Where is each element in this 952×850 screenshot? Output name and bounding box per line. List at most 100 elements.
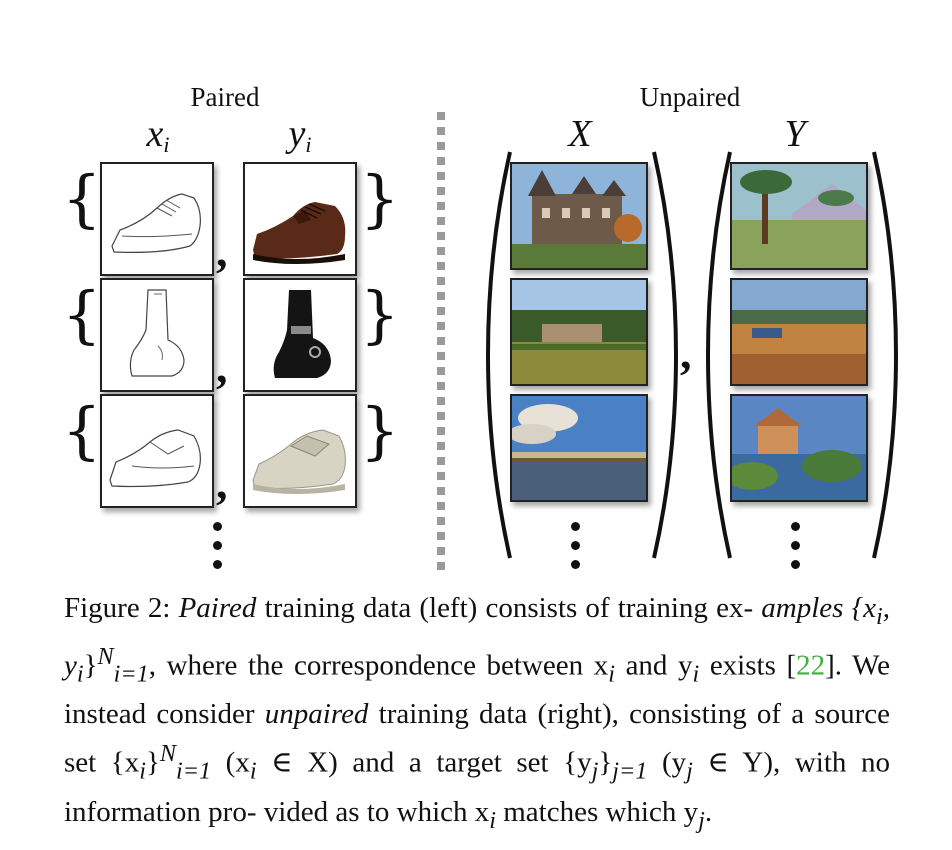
caption-math: i xyxy=(76,660,84,688)
caption-math: } xyxy=(145,746,160,779)
left-paren-y xyxy=(706,151,732,559)
separator-dash xyxy=(437,112,445,120)
ellipsis-dot xyxy=(571,522,580,531)
right-paren-x xyxy=(652,151,678,559)
unpaired-y-label: Y xyxy=(784,113,806,155)
paired-title: Paired xyxy=(190,82,260,112)
caption-math: ∈ X) xyxy=(256,746,338,779)
caption-math: i=1 xyxy=(113,660,149,688)
separator-dash xyxy=(437,292,445,300)
caption-math: , y xyxy=(64,592,891,682)
left-brace: { xyxy=(62,278,102,351)
caption-text: , where the correspondence between x xyxy=(148,649,609,682)
separator-dash xyxy=(437,352,445,360)
caption-math: i xyxy=(692,660,700,688)
unpaired-x-label: X xyxy=(568,113,592,155)
separator-dash xyxy=(437,142,445,150)
shoe-sketch-2 xyxy=(100,394,214,508)
right-brace: } xyxy=(360,278,400,351)
caption-math: i xyxy=(876,602,883,630)
separator-dash xyxy=(437,397,445,405)
ellipsis-dot xyxy=(791,522,800,531)
caption-emphasis: Paired xyxy=(178,592,257,624)
caption-text: training data (left) consists of trainin… xyxy=(256,592,754,624)
river-photo xyxy=(510,394,648,502)
caption-math: j xyxy=(591,757,599,785)
separator-dash xyxy=(437,427,445,435)
separator-dash xyxy=(437,457,445,465)
shoe-photo-1 xyxy=(243,162,357,276)
separator-dash xyxy=(437,517,445,525)
shoe-photo-2 xyxy=(243,394,357,508)
caption-text: . xyxy=(704,795,713,828)
caption-math: amples {x xyxy=(761,592,877,624)
separator-dash xyxy=(437,202,445,210)
caption-math: i xyxy=(489,806,496,834)
caption-text: Figure 2: xyxy=(64,592,179,624)
ellipsis-dot xyxy=(791,560,800,569)
comma: , xyxy=(216,225,228,276)
left-paren-x xyxy=(486,151,512,559)
cezanne-painting-2 xyxy=(730,278,868,386)
ellipsis-dot xyxy=(213,541,222,550)
separator-dash xyxy=(437,562,445,570)
caption-math: (x xyxy=(211,746,250,779)
caption-text: matches which y xyxy=(495,795,699,828)
caption-math: i xyxy=(608,660,615,688)
separator-dash xyxy=(437,307,445,315)
separator-dash xyxy=(437,382,445,390)
caption-math: } xyxy=(598,746,613,779)
comma: , xyxy=(680,327,692,378)
separator-dash xyxy=(437,262,445,270)
caption-math: i xyxy=(249,757,257,785)
separator-dash xyxy=(437,127,445,135)
caption-math: i=1 xyxy=(176,757,212,785)
ellipsis-dot xyxy=(571,541,580,550)
separator-dash xyxy=(437,322,445,330)
separator-dash xyxy=(437,472,445,480)
ellipsis-dot xyxy=(571,560,580,569)
caption-math: i xyxy=(139,757,146,785)
left-brace: { xyxy=(62,394,102,467)
caption-math: } xyxy=(83,649,98,682)
separator-dash xyxy=(437,337,445,345)
separator-dash xyxy=(437,172,445,180)
caption-text: and y xyxy=(625,649,693,682)
separator-dash xyxy=(437,547,445,555)
right-brace: } xyxy=(360,394,400,467)
ellipsis-dot xyxy=(213,560,222,569)
caption-text: and a target set {y xyxy=(352,746,592,779)
castle-photo xyxy=(510,162,648,270)
shoe-sketch-1 xyxy=(100,162,214,276)
caption-math: j xyxy=(698,806,705,834)
caption-math: N xyxy=(159,740,176,768)
right-brace: } xyxy=(360,162,400,235)
caption-emphasis: unpaired xyxy=(264,698,369,731)
boot-sketch xyxy=(100,278,214,392)
caption-text: data (right), consisting of a source set… xyxy=(64,698,891,779)
separator-dash xyxy=(437,232,445,240)
separator-dash xyxy=(437,502,445,510)
caption-math: j=1 xyxy=(612,757,648,785)
paired-y-label: yi xyxy=(288,113,312,157)
figure-caption: Figure 2: Paired training data (left) co… xyxy=(64,588,890,841)
caption-text: ]. We instead consider xyxy=(64,649,891,731)
unpaired-title: Unpaired xyxy=(639,82,741,112)
paired-x-label: xi xyxy=(146,113,170,157)
left-brace: { xyxy=(62,162,102,235)
separator-dash xyxy=(437,487,445,495)
citation-link[interactable]: 22 xyxy=(796,649,826,682)
separator-dash xyxy=(437,442,445,450)
separator-dash xyxy=(437,217,445,225)
separator-dash xyxy=(437,247,445,255)
separator-dash xyxy=(437,532,445,540)
separator-dash xyxy=(437,277,445,285)
comma: , xyxy=(216,457,228,508)
caption-text: training xyxy=(368,698,469,731)
caption-text: vided as to which x xyxy=(263,795,490,828)
caption-math: N xyxy=(97,642,114,670)
caption-text: exists [ xyxy=(699,649,797,682)
caption-math: (y xyxy=(647,746,687,779)
separator-dash xyxy=(437,412,445,420)
countryside-photo xyxy=(510,278,648,386)
